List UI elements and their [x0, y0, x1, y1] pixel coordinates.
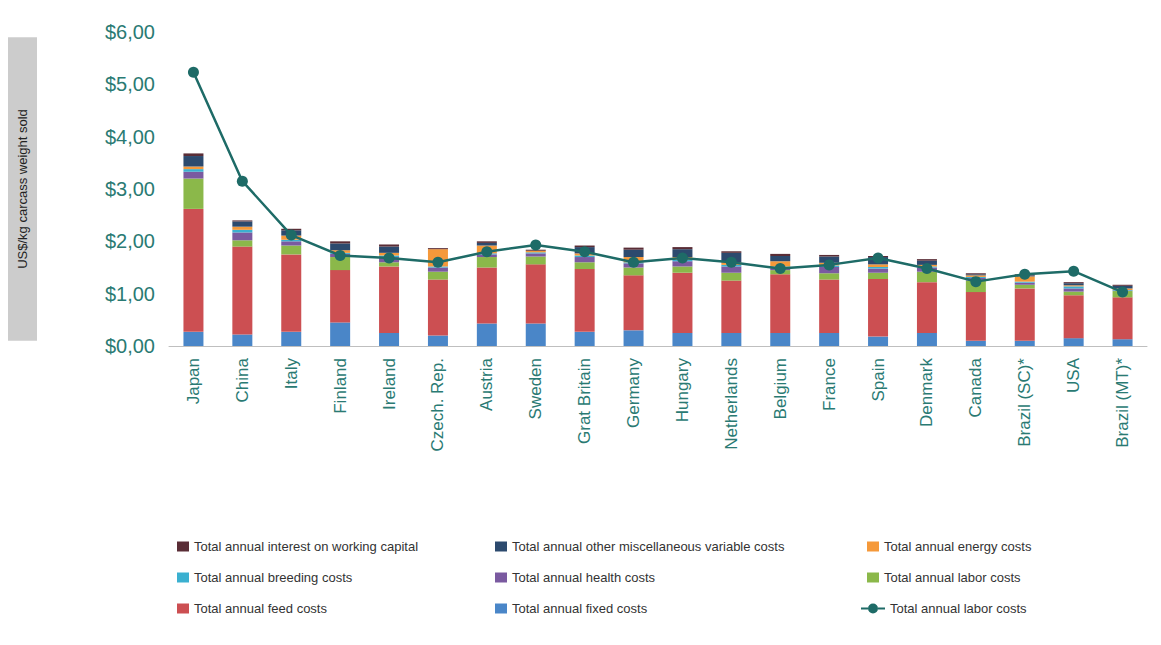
svg-text:Denmark: Denmark	[917, 358, 936, 427]
svg-text:$4,00: $4,00	[105, 126, 155, 148]
svg-text:Italy: Italy	[282, 358, 301, 390]
svg-text:Total annual breeding costs: Total annual breeding costs	[194, 570, 353, 585]
svg-text:Brazil (SC)*: Brazil (SC)*	[1015, 358, 1034, 447]
svg-text:Ireland: Ireland	[380, 358, 399, 410]
svg-text:USA: USA	[1064, 357, 1083, 393]
svg-text:Czech. Rep.: Czech. Rep.	[428, 358, 447, 452]
svg-text:Germany: Germany	[624, 358, 643, 428]
svg-text:Grat Britain: Grat Britain	[575, 358, 594, 444]
svg-text:$0,00: $0,00	[105, 335, 155, 357]
svg-text:Hungary: Hungary	[673, 358, 692, 423]
svg-text:France: France	[820, 358, 839, 411]
svg-text:Canada: Canada	[966, 357, 985, 417]
svg-text:Total annual feed costs: Total annual feed costs	[194, 601, 327, 616]
svg-text:Total annual other miscellaneo: Total annual other miscellaneous variabl…	[512, 539, 785, 554]
svg-text:Spain: Spain	[869, 358, 888, 401]
svg-text:Total annual health costs: Total annual health costs	[512, 570, 656, 585]
svg-text:Total annual fixed costs: Total annual fixed costs	[512, 601, 648, 616]
svg-text:US$/kg carcass weight sold: US$/kg carcass weight sold	[15, 109, 30, 269]
svg-text:Austria: Austria	[477, 357, 496, 410]
svg-text:China: China	[233, 357, 252, 402]
svg-text:$1,00: $1,00	[105, 283, 155, 305]
svg-text:Netherlands: Netherlands	[722, 358, 741, 450]
svg-text:Total annual energy costs: Total annual energy costs	[884, 539, 1032, 554]
svg-text:Total annual labor costs: Total annual labor costs	[890, 601, 1027, 616]
svg-text:Japan: Japan	[184, 358, 203, 404]
svg-text:Belgium: Belgium	[771, 358, 790, 419]
svg-text:$5,00: $5,00	[105, 73, 155, 95]
svg-text:Sweden: Sweden	[526, 358, 545, 419]
svg-text:$2,00: $2,00	[105, 230, 155, 252]
svg-text:Total annual labor costs: Total annual labor costs	[884, 570, 1021, 585]
svg-text:Finland: Finland	[331, 358, 350, 414]
svg-text:$3,00: $3,00	[105, 178, 155, 200]
svg-text:Brazil (MT)*: Brazil (MT)*	[1113, 358, 1132, 448]
svg-text:Total annual interest on worki: Total annual interest on working capital	[194, 539, 418, 554]
svg-text:$6,00: $6,00	[105, 21, 155, 43]
